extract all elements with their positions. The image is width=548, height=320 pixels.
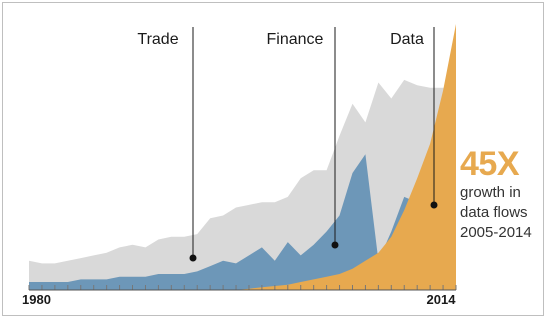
callout-line-1: growth in xyxy=(460,184,521,201)
annotation-label-finance: Finance xyxy=(267,31,324,48)
annotation-label-trade: Trade xyxy=(137,31,178,48)
callout-line-2: data flows xyxy=(460,204,528,221)
area-data xyxy=(29,24,456,290)
annotation-dot-finance xyxy=(331,241,339,249)
callout-line-3: 2005-2014 xyxy=(460,224,532,241)
annotation-dot-trade xyxy=(189,254,197,262)
x-axis-ticks xyxy=(28,285,457,290)
annotation-layer: Trade Finance Data xyxy=(137,27,438,262)
annotation-label-data: Data xyxy=(390,31,424,48)
x-end-label: 2014 xyxy=(427,292,457,307)
annotation-dot-data xyxy=(430,201,438,209)
area-layer xyxy=(29,24,456,291)
callout-text: growth in data flows 2005-2014 xyxy=(460,183,546,243)
callout-value: 45X xyxy=(460,145,520,183)
x-start-label: 1980 xyxy=(22,292,51,307)
area-finance xyxy=(29,154,456,290)
